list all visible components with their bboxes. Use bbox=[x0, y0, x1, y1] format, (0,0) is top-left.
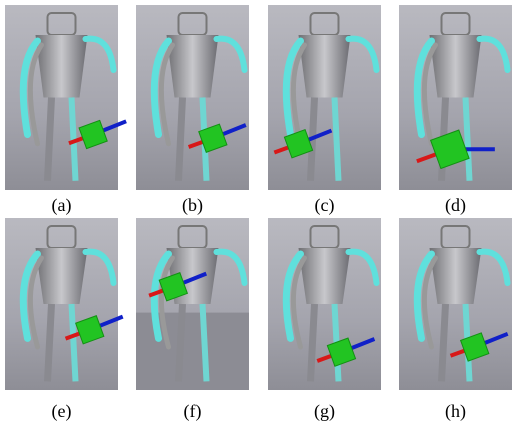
robot-leg bbox=[462, 97, 473, 181]
robot-leg bbox=[44, 303, 55, 382]
panel: (h) bbox=[399, 218, 512, 422]
panel: (c) bbox=[268, 5, 381, 216]
robot-arm bbox=[213, 248, 248, 286]
robot-leg bbox=[68, 97, 79, 181]
panel: (g) bbox=[268, 218, 381, 422]
cube bbox=[283, 129, 314, 159]
panel: (e) bbox=[5, 218, 124, 422]
robot-arm-shadow bbox=[421, 42, 438, 147]
robot-leg bbox=[44, 97, 55, 181]
robot-arm bbox=[282, 37, 304, 138]
panel-caption: (c) bbox=[315, 195, 335, 216]
robot-arm-shadow bbox=[421, 255, 438, 350]
robot-torso bbox=[166, 35, 219, 98]
robot-arm bbox=[345, 248, 380, 286]
panel-caption: (h) bbox=[445, 401, 466, 422]
robot-torso bbox=[429, 248, 482, 304]
panel: (b) bbox=[136, 5, 249, 216]
robot-arm bbox=[413, 250, 435, 342]
robot-arm bbox=[82, 248, 117, 286]
robot-leg bbox=[331, 97, 342, 181]
robot-torso bbox=[298, 35, 351, 98]
panel-caption: (a) bbox=[52, 195, 72, 216]
cube bbox=[78, 119, 108, 150]
robot-leg bbox=[175, 97, 186, 181]
robot-arm bbox=[476, 35, 511, 73]
robot-arm-shadow bbox=[27, 255, 44, 350]
robot-leg bbox=[307, 303, 318, 382]
panel-caption: (f) bbox=[184, 401, 202, 422]
panel: (f) bbox=[136, 218, 249, 422]
robot-leg bbox=[68, 303, 79, 382]
cube bbox=[459, 332, 490, 362]
robot-arm-shadow bbox=[27, 42, 44, 147]
cube bbox=[158, 272, 189, 302]
cube bbox=[75, 315, 105, 345]
robot-arm bbox=[82, 35, 117, 73]
panel-caption: (b) bbox=[182, 195, 203, 216]
cube bbox=[429, 129, 470, 170]
robot-arm bbox=[150, 250, 172, 342]
robot-arm-shadow bbox=[290, 255, 307, 350]
robot-torso bbox=[35, 35, 88, 98]
panel-caption: (e) bbox=[52, 401, 72, 422]
robot-arm-shadow bbox=[158, 42, 175, 147]
robot-leg bbox=[438, 303, 449, 382]
robot-leg bbox=[199, 303, 210, 382]
robot-arm-shadow bbox=[290, 42, 307, 147]
panel-caption: (d) bbox=[445, 195, 466, 216]
robot-arm bbox=[213, 35, 248, 73]
robot-torso bbox=[298, 248, 351, 304]
robot-arm bbox=[282, 250, 304, 342]
robot-torso bbox=[35, 248, 88, 304]
panel-caption: (g) bbox=[314, 401, 335, 422]
robot-arm bbox=[150, 37, 172, 138]
robot-arm bbox=[476, 248, 511, 286]
panel: (a) bbox=[5, 5, 127, 216]
robot-arm bbox=[413, 37, 435, 138]
robot-arm bbox=[345, 35, 380, 73]
robot-leg bbox=[175, 303, 186, 382]
cube bbox=[326, 337, 357, 367]
robot-arm bbox=[19, 37, 41, 138]
cube bbox=[198, 123, 228, 153]
robot-torso bbox=[429, 35, 482, 98]
robot-arm-shadow bbox=[158, 255, 175, 350]
panel: (d) bbox=[399, 5, 512, 216]
robot-arm bbox=[19, 250, 41, 342]
